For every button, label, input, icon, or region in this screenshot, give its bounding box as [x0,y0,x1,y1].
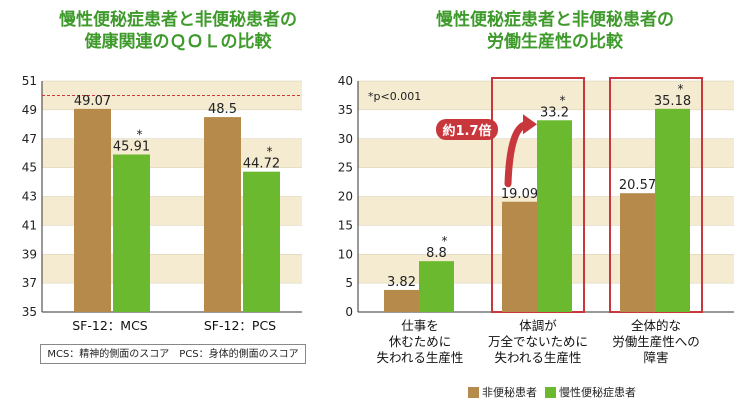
bar-chronic [655,108,690,312]
y-tick-label: 39 [22,247,37,261]
category-label: 失われる生産性 [377,350,464,365]
y-tick-label: 49 [22,103,37,117]
data-label: 20.57 [619,178,656,193]
data-label: 45.91 [113,139,150,154]
significance-note: *p<0.001 [368,90,422,103]
bar-non [204,117,241,312]
y-tick-label: 43 [22,190,37,204]
ratio-arrow-head [523,114,537,135]
y-tick-label: 0 [345,305,353,319]
right-chart-title: 慢性便秘症患者と非便秘患者の 労働生産性の比較 [360,9,750,53]
right-title-line-1: 慢性便秘症患者と非便秘患者の [436,10,674,30]
abbreviation-note: MCS：精神的側面のスコア PCS：身体的側面のスコア [40,344,306,364]
data-label: 19.09 [501,187,538,202]
legend-swatch-non [468,386,479,398]
legend-item-non: 非便秘患者 [468,384,537,400]
bar-chronic [419,261,454,312]
bar-non [502,201,537,312]
bar-chronic [113,154,150,312]
category-label: SF-12：PCS [204,318,276,333]
left-title-line-2: 健康関連のＱＯＬの比較 [84,32,272,52]
category-label: 体調が [519,318,557,333]
category-label: 休むために [389,334,452,349]
category-label: 仕事を [401,318,439,333]
bar-chronic [537,120,572,313]
y-tick-label: 5 [345,276,353,290]
bar-non [384,289,419,312]
y-tick-label: 10 [338,247,353,261]
bar-non [620,193,655,312]
y-tick-label: 41 [22,218,37,232]
ratio-badge [436,119,498,140]
left-chart-title: 慢性便秘症患者と非便秘患者の 健康関連のＱＯＬの比較 [0,9,356,53]
category-label: 障害 [643,350,668,365]
y-tick-label: 40 [338,74,353,88]
category-label: 全体的な [631,318,681,333]
y-tick-label: 20 [338,190,353,204]
data-label: 49.07 [74,94,111,109]
y-tick-label: 15 [338,218,353,232]
significance-asterisk: * [678,82,684,96]
y-tick-label: 45 [22,161,37,175]
bar-chronic [243,171,280,312]
ratio-label: 約1.7倍 [442,123,491,139]
data-label: 3.82 [387,275,416,290]
right-title-line-2: 労働生産性の比較 [487,32,623,52]
legend-label-chronic: 慢性便秘症患者 [559,386,636,399]
data-label: 35.18 [654,94,691,109]
data-label: 44.72 [243,157,280,172]
significance-asterisk: * [267,145,273,159]
category-label: 万全でないために [488,334,588,349]
legend: 非便秘患者 慢性便秘症患者 [468,384,644,400]
significance-asterisk: * [137,127,143,141]
data-label: 8.8 [426,246,447,261]
y-tick-label: 35 [338,103,353,117]
y-tick-label: 35 [22,305,37,319]
left-title-line-1: 慢性便秘症患者と非便秘患者の [59,10,297,30]
legend-swatch-chronic [545,386,556,398]
significance-asterisk: * [560,93,566,107]
legend-label-non: 非便秘患者 [482,386,537,399]
grid-band [358,81,734,110]
data-label: 33.2 [540,105,569,120]
category-label: SF-12：MCS [72,318,148,333]
category-label: 失われる生産性 [495,350,582,365]
bar-non [74,108,111,312]
y-tick-label: 51 [22,74,37,88]
data-label: 48.5 [208,102,237,117]
y-tick-label: 37 [22,276,37,290]
significance-asterisk: * [442,234,448,248]
legend-item-chronic: 慢性便秘症患者 [545,384,636,400]
y-tick-label: 30 [338,132,353,146]
category-label: 労働生産性への [612,334,700,349]
y-tick-label: 25 [338,161,353,175]
y-tick-label: 47 [22,132,37,146]
